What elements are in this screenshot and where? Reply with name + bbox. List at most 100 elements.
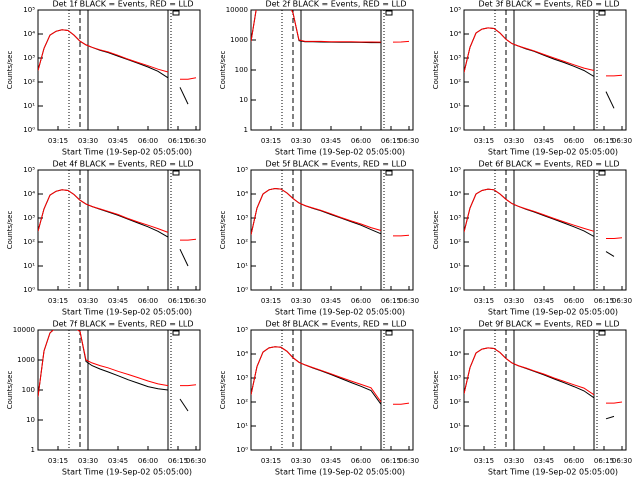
panel: Det 4f BLACK = Events, RED = LLD Start Ti… <box>6 160 206 317</box>
y-axis-label: Counts/sec <box>432 51 440 90</box>
y-tick-label: 10² <box>449 78 461 86</box>
x-tick-label: 03:30 <box>291 297 311 305</box>
chart-title: Det 8f BLACK = Events, RED = LLD <box>265 320 406 329</box>
line <box>251 187 382 235</box>
chart-title: Det 4f BLACK = Events, RED = LLD <box>52 160 193 169</box>
y-tick-label: 10¹ <box>23 262 35 270</box>
x-tick-label: 06:00 <box>351 297 371 305</box>
y-tick-label: 10² <box>449 238 461 246</box>
line <box>605 251 615 257</box>
x-axis-label: Start Time (19-Sep-02 05:05:00) <box>488 308 618 317</box>
y-tick-label: 10³ <box>449 374 461 382</box>
plot-frame <box>37 9 201 131</box>
x-tick-label: 06:30 <box>186 297 206 305</box>
y-tick-label: 10¹ <box>236 422 248 430</box>
panel: Det 5f BLACK = Events, RED = LLD Start Ti… <box>219 160 419 317</box>
line <box>251 346 382 403</box>
corner-box <box>598 330 606 336</box>
x-axis-label: Start Time (19-Sep-02 05:05:00) <box>488 148 618 157</box>
y-tick-label: 10² <box>23 78 35 86</box>
x-tick-label: 06:00 <box>138 457 158 465</box>
line <box>606 237 623 239</box>
x-tick-label: 06:00 <box>564 137 584 145</box>
corner-box <box>385 330 393 336</box>
y-tick-label: 10000 <box>13 326 35 334</box>
x-tick-label: 06:30 <box>399 137 419 145</box>
line <box>251 346 382 405</box>
x-tick-label: 03:30 <box>291 457 311 465</box>
y-axis-label: Counts/sec <box>219 371 227 410</box>
line <box>464 188 595 237</box>
y-tick-label: 10³ <box>449 54 461 62</box>
corner-box <box>385 170 393 176</box>
y-tick-label: 1 <box>31 446 35 454</box>
x-tick-label: 03:15 <box>48 297 68 305</box>
y-tick-label: 10³ <box>236 374 248 382</box>
y-tick-label: 10⁵ <box>23 166 35 174</box>
y-tick-label: 10⁰ <box>449 126 461 134</box>
x-tick-label: 06:15 <box>594 137 614 145</box>
y-tick-label: 10² <box>236 398 248 406</box>
y-tick-label: 10² <box>23 238 35 246</box>
y-tick-label: 10⁴ <box>23 30 35 38</box>
corner-box <box>385 10 393 16</box>
line <box>464 347 595 399</box>
line <box>38 189 169 233</box>
line <box>38 330 169 397</box>
y-tick-label: 10³ <box>23 54 35 62</box>
y-tick-label: 10⁵ <box>449 6 461 14</box>
y-tick-label: 10³ <box>236 214 248 222</box>
y-tick-label: 10⁵ <box>449 166 461 174</box>
line <box>605 415 615 420</box>
x-axis-label: Start Time (19-Sep-02 05:05:00) <box>275 308 405 317</box>
x-tick-label: 03:15 <box>474 297 494 305</box>
line <box>38 29 169 79</box>
y-axis-label: Counts/sec <box>432 211 440 250</box>
chart-title: Det 7f BLACK = Events, RED = LLD <box>52 320 193 329</box>
plot-frame <box>463 169 627 291</box>
x-tick-label: 03:45 <box>321 297 341 305</box>
plot-frame <box>250 9 414 131</box>
chart-title: Det 1f BLACK = Events, RED = LLD <box>52 0 193 9</box>
x-tick-label: 03:45 <box>108 457 128 465</box>
x-tick-label: 06:00 <box>351 457 371 465</box>
x-tick-label: 03:15 <box>48 457 68 465</box>
y-tick-label: 10¹ <box>236 262 248 270</box>
y-axis-label: Counts/sec <box>219 211 227 250</box>
x-tick-label: 03:15 <box>48 137 68 145</box>
y-tick-label: 1 <box>244 126 248 134</box>
plot-frame <box>37 169 201 291</box>
y-tick-label: 10⁴ <box>236 350 248 358</box>
chart-title: Det 2f BLACK = Events, RED = LLD <box>265 0 406 9</box>
line <box>251 187 382 235</box>
panel: Det 8f BLACK = Events, RED = LLD Start Ti… <box>219 320 419 477</box>
line <box>606 74 623 77</box>
panel: Det 7f BLACK = Events, RED = LLD Start Ti… <box>6 320 206 477</box>
y-axis-label: Counts/sec <box>6 371 14 410</box>
x-tick-label: 06:00 <box>564 457 584 465</box>
y-axis-label: Counts/sec <box>6 51 14 90</box>
y-tick-label: 10 <box>239 96 248 104</box>
x-axis-label: Start Time (19-Sep-02 05:05:00) <box>62 308 192 317</box>
panel: Det 6f BLACK = Events, RED = LLD Start Ti… <box>432 160 632 317</box>
x-tick-label: 06:15 <box>381 137 401 145</box>
line <box>180 238 197 241</box>
y-tick-label: 10⁴ <box>236 190 248 198</box>
y-tick-label: 10⁰ <box>449 286 461 294</box>
corner-box <box>598 10 606 16</box>
x-tick-label: 06:30 <box>612 457 632 465</box>
panel: Det 1f BLACK = Events, RED = LLD Start Ti… <box>6 0 206 157</box>
line <box>251 10 382 43</box>
y-tick-label: 1000 <box>230 36 248 44</box>
x-tick-label: 03:30 <box>78 297 98 305</box>
chart-title: Det 3f BLACK = Events, RED = LLD <box>478 0 619 9</box>
y-tick-label: 10⁴ <box>23 190 35 198</box>
x-axis-label: Start Time (19-Sep-02 05:05:00) <box>62 468 192 477</box>
line <box>464 188 595 233</box>
y-tick-label: 10⁵ <box>23 6 35 14</box>
x-tick-label: 03:15 <box>261 137 281 145</box>
plot-frame <box>463 9 627 131</box>
x-tick-label: 06:00 <box>138 137 158 145</box>
x-tick-label: 06:15 <box>381 297 401 305</box>
